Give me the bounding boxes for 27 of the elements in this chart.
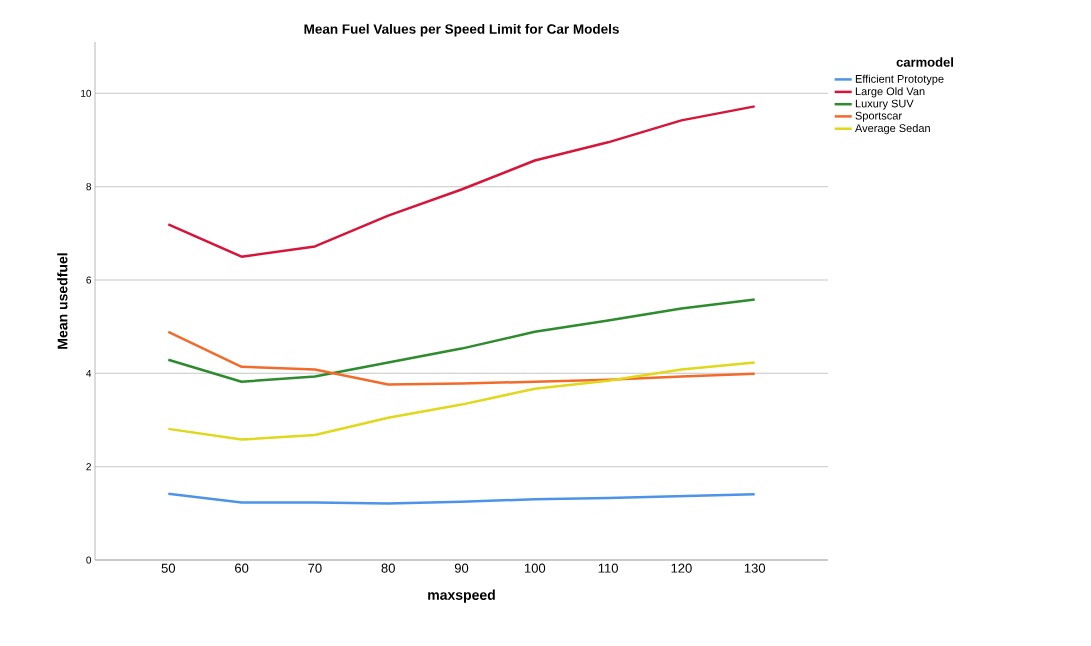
y-tick-label: 8 bbox=[86, 183, 92, 191]
legend-label: Average Sedan bbox=[855, 123, 930, 135]
x-tick-label: 90 bbox=[454, 563, 469, 573]
x-tick-label: 60 bbox=[235, 563, 249, 573]
y-tick-label: 2 bbox=[86, 463, 91, 471]
legend-title: carmodel bbox=[896, 57, 953, 67]
y-tick-label: 4 bbox=[86, 369, 92, 377]
line-series bbox=[167, 105, 756, 258]
legend-label: Sportscar bbox=[855, 111, 902, 122]
y-tick-label: 10 bbox=[81, 89, 92, 97]
y-tick-label: 0 bbox=[86, 556, 92, 564]
x-tick-label: 70 bbox=[308, 563, 322, 573]
x-tick-label: 110 bbox=[598, 563, 618, 573]
x-axis-title: maxspeed bbox=[428, 589, 495, 603]
x-tick-label: 80 bbox=[381, 563, 395, 573]
line-series bbox=[167, 330, 756, 386]
x-tick-label: 120 bbox=[671, 563, 692, 573]
y-axis-title: Mean usedfuel bbox=[57, 253, 68, 349]
y-tick-label: 6 bbox=[86, 276, 92, 284]
line-series bbox=[167, 361, 756, 441]
legend-label: Efficient Prototype bbox=[855, 74, 944, 85]
x-tick-label: 130 bbox=[744, 563, 766, 573]
x-tick-label: 50 bbox=[161, 563, 176, 573]
x-tick-label: 100 bbox=[524, 563, 546, 573]
legend-label: Large Old Van bbox=[855, 87, 925, 98]
legend-label: Luxury SUV bbox=[855, 99, 914, 110]
chart-title: Mean Fuel Values per Speed Limit for Car Models bbox=[304, 23, 619, 37]
